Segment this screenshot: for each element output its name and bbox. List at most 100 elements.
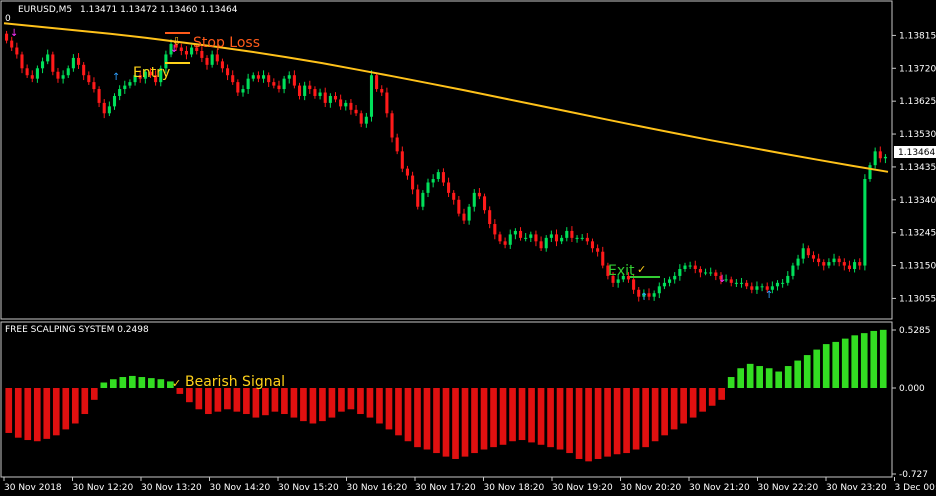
- histogram-bar: [252, 388, 260, 418]
- indicator-zero-label: 0.000: [899, 384, 925, 394]
- candle-body: [436, 172, 440, 180]
- histogram-bar: [680, 388, 687, 424]
- candle-body: [82, 64, 86, 76]
- candle: [164, 50, 168, 74]
- histogram-bar: [490, 388, 497, 448]
- candle: [251, 72, 255, 82]
- candle: [750, 282, 754, 294]
- candle-body: [745, 282, 749, 287]
- time-tick-label: 30 Nov 2018: [4, 483, 62, 493]
- indicator-pane-border: [0, 321, 893, 478]
- candle: [97, 86, 101, 108]
- candle-body: [704, 272, 708, 274]
- candle: [534, 230, 538, 247]
- candle: [858, 258, 862, 270]
- candle: [159, 65, 163, 87]
- candle: [791, 262, 795, 280]
- candle: [174, 41, 178, 51]
- candle: [272, 78, 276, 89]
- time-tick-label: 30 Nov 14:20: [210, 483, 271, 493]
- histogram-bar: [81, 388, 89, 415]
- time-tick-label: 30 Nov 19:20: [552, 483, 613, 493]
- candle-body: [524, 237, 528, 239]
- candle: [148, 67, 153, 78]
- candle: [313, 86, 317, 99]
- time-tick-label: 30 Nov 13:20: [141, 483, 202, 493]
- ohlc-readout: 1.13471 1.13472 1.13460 1.13464: [80, 5, 238, 15]
- candle: [369, 70, 374, 122]
- candle-body: [462, 213, 466, 221]
- histogram-bar: [62, 388, 70, 430]
- candle: [112, 93, 117, 110]
- histogram-bar: [471, 388, 478, 454]
- candle: [575, 235, 579, 243]
- candle-body: [56, 71, 60, 79]
- candle: [560, 235, 564, 245]
- candle: [683, 262, 687, 272]
- candle: [210, 50, 214, 68]
- candle-body: [483, 196, 487, 211]
- candle-body: [683, 265, 687, 270]
- candle-body: [575, 237, 579, 239]
- candle: [277, 80, 281, 93]
- candle-body: [488, 210, 492, 225]
- candle: [421, 190, 425, 211]
- candle: [483, 193, 487, 214]
- candle: [436, 169, 440, 182]
- candle-body: [827, 262, 831, 266]
- candle: [128, 79, 132, 89]
- candle: [745, 280, 749, 290]
- price-tick-label: 1.13055: [899, 294, 936, 304]
- histogram-bar: [585, 388, 592, 462]
- candle-body: [724, 279, 728, 281]
- candle-body: [709, 272, 713, 274]
- candle-body: [554, 234, 559, 242]
- histogram-bar: [33, 388, 41, 442]
- candle-body: [354, 109, 358, 114]
- histogram-bar: [119, 377, 127, 388]
- candle: [390, 110, 394, 143]
- candle: [806, 245, 810, 258]
- candle-body: [873, 151, 877, 166]
- candle-body: [662, 282, 666, 287]
- candle: [184, 46, 188, 60]
- candle-body: [606, 265, 610, 276]
- candle-body: [323, 92, 327, 103]
- histogram-bar: [395, 388, 402, 436]
- candle-body: [539, 241, 543, 249]
- candle-body: [657, 286, 661, 294]
- candle: [662, 278, 666, 290]
- histogram-bar: [186, 388, 193, 403]
- candle-body: [400, 151, 404, 169]
- time-tick-label: 30 Nov 17:20: [415, 483, 476, 493]
- time-tick-label: 30 Nov 15:20: [278, 483, 339, 493]
- candle-body: [801, 248, 805, 259]
- exit-annotation: Exit ✓: [608, 263, 660, 279]
- candle: [688, 261, 692, 270]
- candle: [76, 53, 81, 69]
- current-price-tag: 1.13464: [894, 146, 936, 158]
- histogram-bar: [803, 355, 811, 388]
- candle: [256, 71, 260, 83]
- candle-body: [477, 192, 481, 197]
- candle: [411, 171, 415, 195]
- histogram-bar: [556, 388, 564, 450]
- candle-body: [544, 237, 548, 249]
- candle-body: [467, 206, 471, 221]
- candle: [781, 279, 785, 288]
- candle: [503, 237, 507, 249]
- candle-body: [668, 279, 672, 283]
- candle: [344, 100, 348, 111]
- candle: [801, 243, 805, 264]
- candle-body: [303, 85, 307, 96]
- candle-body: [431, 179, 435, 183]
- candle: [226, 64, 230, 81]
- candle: [842, 258, 846, 271]
- candle-body: [308, 85, 312, 90]
- candle: [35, 65, 39, 83]
- histogram-bar: [509, 388, 516, 442]
- candle-body: [498, 234, 502, 242]
- candle: [441, 168, 445, 186]
- candle: [472, 189, 476, 212]
